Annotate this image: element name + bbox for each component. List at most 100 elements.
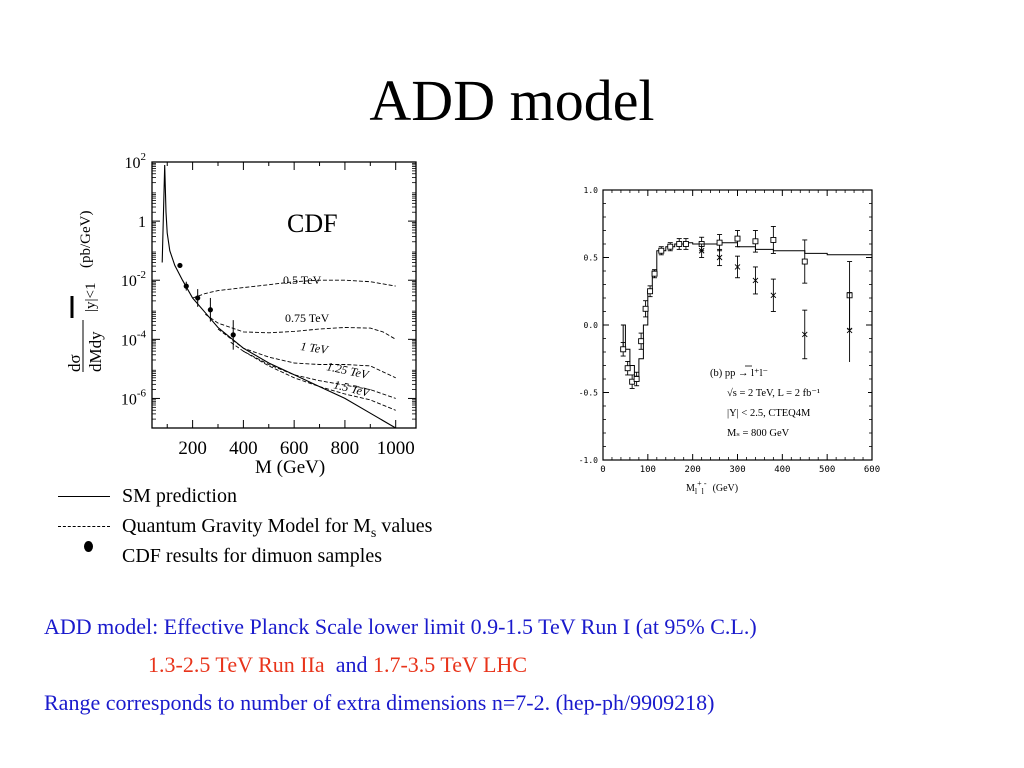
cdf-y-tick-exponent: 2 xyxy=(141,151,147,163)
cdf-qg-curve xyxy=(243,350,396,411)
afb-x-label-sup2: - xyxy=(704,479,707,488)
afb-square-point xyxy=(642,305,649,312)
cdf-y-tick-label: 10-2 xyxy=(121,269,146,290)
afb-y-tick-label: -0.5 xyxy=(579,389,598,398)
afb-cross-point xyxy=(752,277,759,284)
legend-sm-label: SM prediction xyxy=(122,485,237,507)
cdf-x-tick-label: 400 xyxy=(229,438,258,459)
cdf-sm-curve xyxy=(161,164,396,429)
afb-y-tick-label: 0.0 xyxy=(584,321,599,330)
cdf-tick-marks xyxy=(152,161,416,428)
afb-square-point xyxy=(624,365,631,372)
cdf-x-tick-label: 200 xyxy=(178,438,207,459)
legend-cdf-label: CDF results for dimuon samples xyxy=(122,545,382,567)
cdf-y-tick-base: 10 xyxy=(125,155,141,172)
cdf-plot-label: CDF xyxy=(287,209,338,238)
cdf-y-tick-base: 1 xyxy=(138,214,146,231)
caption-line-3: Range corresponds to number of extra dim… xyxy=(44,690,715,715)
afb-cross-point xyxy=(846,327,853,334)
cdf-qg-curve xyxy=(217,328,396,379)
afb-cross-point xyxy=(801,331,808,338)
afb-x-tick-label: 0 xyxy=(600,465,605,475)
cdf-data-points xyxy=(177,262,236,350)
afb-square-point xyxy=(676,241,683,247)
afb-x-label-sub2: l xyxy=(702,487,705,496)
cdf-y-label-unit: (pb/GeV) xyxy=(78,211,94,268)
afb-sm-step-path xyxy=(620,242,872,377)
afb-x-label-unit: (GeV) xyxy=(713,483,739,494)
afb-annotations: (b) pp → l⁺l⁻ √s = 2 TeV, L = 2 fb⁻¹ |Y|… xyxy=(710,365,820,439)
afb-square-point xyxy=(667,243,674,250)
cdf-plot-border xyxy=(151,161,417,429)
slide-title: ADD model xyxy=(369,68,655,133)
caption-lhc: 1.7-3.5 TeV LHC xyxy=(372,652,528,677)
cdf-curve-label: 1 TeV xyxy=(300,339,331,357)
cdf-y-tick-exponent: -2 xyxy=(137,269,146,281)
afb-x-label-m: M xyxy=(686,483,695,494)
legend-dot-swatch xyxy=(84,541,93,552)
cdf-data-point xyxy=(230,332,236,338)
cdf-x-tick-label: 600 xyxy=(280,438,309,459)
afb-cross-point xyxy=(716,254,723,261)
afb-cross-point xyxy=(770,292,777,299)
afb-x-tick-label: 300 xyxy=(729,465,745,475)
cdf-qg-curve xyxy=(192,279,396,299)
afb-x-tick-label: 200 xyxy=(685,465,701,475)
svg-text:Ml+l-(GeV): Ml+l- (GeV) xyxy=(686,479,738,496)
afb-y-tick-label: 0.5 xyxy=(584,254,599,263)
afb-x-label-sup: + xyxy=(697,479,702,488)
afb-tick-marks xyxy=(602,189,873,461)
afb-square-point xyxy=(716,239,723,246)
afb-annotation-box xyxy=(700,362,868,452)
afb-tick-labels: 0 100 200 300 400 500 600 1.0 0.5 0.0 -0.5 -1.0 xyxy=(579,186,880,475)
caption-and: and xyxy=(335,652,368,677)
caption-line-2: 1.3-2.5 TeV Run IIa and 1.7-3.5 TeV LHC xyxy=(148,650,527,680)
afb-annotation-energy: √s = 2 TeV, L = 2 fb⁻¹ xyxy=(727,387,820,399)
cdf-y-tick-base: 10 xyxy=(121,273,137,290)
afb-cross-point xyxy=(734,264,741,270)
afb-x-tick-label: 500 xyxy=(819,465,835,475)
cdf-x-tick-label: 1000 xyxy=(377,438,415,459)
cdf-y-tick-base: 10 xyxy=(121,391,137,408)
afb-square-point xyxy=(658,247,665,254)
cdf-y-tick-label: 10-6 xyxy=(121,387,147,408)
afb-sm-step-curve xyxy=(620,242,872,377)
cdf-y-label-subscript: |y|<1 xyxy=(83,283,99,312)
afb-square-point xyxy=(770,236,777,243)
cdf-y-tick-label: 1 xyxy=(138,214,146,231)
afb-x-tick-label: 100 xyxy=(640,465,656,475)
cdf-y-tick-base: 10 xyxy=(121,332,137,349)
cdf-curve-label: 0.5 TeV xyxy=(283,273,322,287)
legend-dashed-line-swatch xyxy=(58,526,110,527)
cdf-x-tick-label: 800 xyxy=(331,438,360,459)
cdf-y-tick-exponent: -6 xyxy=(137,387,147,399)
afb-square-point xyxy=(734,235,741,242)
cdf-curve-label: 0.75 TeV xyxy=(285,311,330,325)
cdf-plot-frame xyxy=(151,161,417,429)
cdf-y-axis-label: dσ dMdy |y|<1 (pb/GeV) xyxy=(65,211,105,372)
afb-x-label-sub: l xyxy=(695,487,698,496)
afb-square-point xyxy=(651,270,658,277)
cdf-qg-curve xyxy=(230,341,396,399)
afb-square-point xyxy=(638,338,645,345)
afb-x-axis-label: Ml+l- (GeV) xyxy=(686,479,738,496)
cdf-data-point xyxy=(177,262,183,269)
cdf-y-label-denominator: dMdy xyxy=(86,331,105,372)
afb-x-tick-label: 400 xyxy=(774,465,790,475)
caption-run2a: 1.3-2.5 TeV Run IIa xyxy=(148,652,325,677)
afb-cross-point xyxy=(698,247,705,254)
afb-square-point xyxy=(752,238,759,245)
afb-y-tick-label: -1.0 xyxy=(579,456,598,465)
afb-square-point xyxy=(682,241,689,247)
afb-square-point xyxy=(801,258,808,265)
cdf-data-point xyxy=(207,307,213,313)
afb-square-point xyxy=(633,376,640,382)
afb-square-point xyxy=(620,346,627,353)
afb-data-points xyxy=(620,225,853,389)
caption-line-1: ADD model: Effective Planck Scale lower … xyxy=(44,614,757,639)
cdf-y-tick-label: 102 xyxy=(125,151,147,172)
legend-solid-line-swatch xyxy=(58,496,110,497)
